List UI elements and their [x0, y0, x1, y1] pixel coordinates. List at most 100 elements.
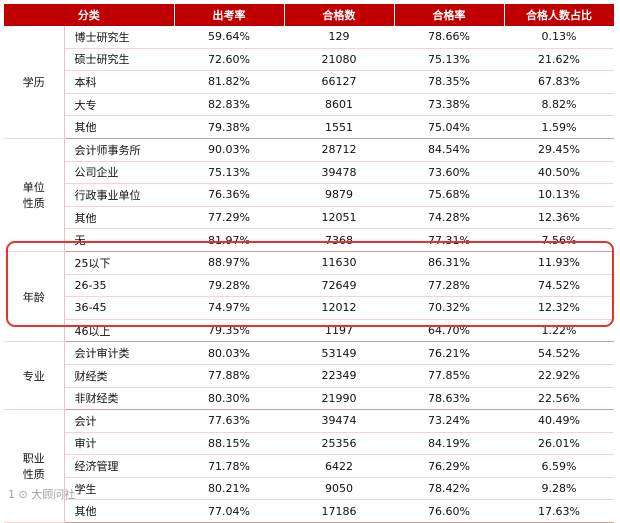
- pass-count-cell: 129: [284, 26, 394, 49]
- row-label-cell: 26-35: [64, 274, 174, 298]
- pass-count-cell: 21080: [284, 48, 394, 72]
- attendance-rate-cell: 76.36%: [174, 183, 284, 207]
- pass-rate-cell: 70.32%: [394, 296, 504, 320]
- row-label-cell: 博士研究生: [64, 26, 174, 49]
- pass-rate-cell: 74.28%: [394, 206, 504, 230]
- pass-count-cell: 9050: [284, 477, 394, 501]
- pass-count-cell: 22349: [284, 364, 394, 388]
- attendance-rate-cell: 77.63%: [174, 409, 284, 433]
- category-label: 性质: [22, 468, 45, 482]
- pass-share-cell: 22.92%: [504, 364, 614, 388]
- row-label-cell: 行政事业单位: [64, 183, 174, 207]
- attendance-rate-cell: 77.04%: [174, 499, 284, 523]
- pass-share-cell: 40.50%: [504, 161, 614, 185]
- table-body: 学历 博士研究生 59.64% 129 78.66% 0.13% 硕士研究生 72.60% 21…: [4, 26, 614, 523]
- table-row: 学历 博士研究生 59.64% 129 78.66% 0.13%: [4, 26, 614, 139]
- row-label-cell: 经济管理: [64, 454, 174, 478]
- table-row: 单位 性质 会计师事务所 90.03% 28712 84.54% 29.45%: [4, 138, 614, 252]
- pass-rate-cell: 84.19%: [394, 432, 504, 456]
- row-label-cell: 其他: [64, 115, 174, 139]
- table-row: 36-45 74.97% 12012 70.32% 12.32%: [4, 296, 614, 320]
- header-category: 分类: [4, 4, 175, 26]
- pass-share-cell: 40.49%: [504, 409, 614, 433]
- row-label-cell: 审计: [64, 432, 174, 456]
- header-pass-count: 合格数: [284, 4, 395, 26]
- row-label-cell: 36-45: [64, 296, 174, 320]
- pass-count-cell: 12051: [284, 206, 394, 230]
- table-row: 26-35 79.28% 72649 77.28% 74.52%: [4, 274, 614, 298]
- row-label-cell: 其他: [64, 499, 174, 523]
- pass-rate-cell: 76.21%: [394, 341, 504, 365]
- pass-count-cell: 9879: [284, 183, 394, 207]
- table-row: 学生 80.21% 9050 78.42% 9.28%: [4, 477, 614, 501]
- pass-count-cell: 8601: [284, 93, 394, 117]
- row-label-cell: 本科: [64, 70, 174, 94]
- category-label: 单位: [22, 180, 45, 194]
- pass-share-cell: 26.01%: [504, 432, 614, 456]
- pass-share-cell: 29.45%: [504, 138, 614, 162]
- pass-rate-cell: 76.60%: [394, 499, 504, 523]
- row-label-cell: 会计师事务所: [64, 138, 174, 162]
- pass-rate-cell: 78.35%: [394, 70, 504, 94]
- pass-share-cell: 11.93%: [504, 251, 614, 275]
- category-cell: 学历: [4, 26, 65, 139]
- pass-rate-cell: 84.54%: [394, 138, 504, 162]
- attendance-rate-cell: 79.28%: [174, 274, 284, 298]
- pass-count-cell: 1197: [284, 319, 394, 343]
- pass-rate-cell: 78.63%: [394, 387, 504, 411]
- table-row: 年龄 25以下 88.97% 11630 86.31% 11.93%: [4, 251, 614, 343]
- pass-rate-cell: 73.38%: [394, 93, 504, 117]
- table-row: 公司企业 75.13% 39478 73.60% 40.50%: [4, 161, 614, 185]
- attendance-rate-cell: 74.97%: [174, 296, 284, 320]
- attendance-rate-cell: 81.82%: [174, 70, 284, 94]
- row-label-cell: 财经类: [64, 364, 174, 388]
- pass-share-cell: 1.59%: [504, 115, 614, 139]
- attendance-rate-cell: 82.83%: [174, 93, 284, 117]
- table-row: 硕士研究生 72.60% 21080 75.13% 21.62%: [4, 48, 614, 72]
- attendance-rate-cell: 90.03%: [174, 138, 284, 162]
- row-label-cell: 大专: [64, 93, 174, 117]
- category-label: 年龄: [22, 290, 45, 304]
- pass-share-cell: 54.52%: [504, 341, 614, 365]
- table-row: 经济管理 71.78% 6422 76.29% 6.59%: [4, 454, 614, 478]
- pass-share-cell: 12.36%: [504, 206, 614, 230]
- pass-count-cell: 39478: [284, 161, 394, 185]
- pass-share-cell: 74.52%: [504, 274, 614, 298]
- pass-rate-cell: 77.31%: [394, 228, 504, 252]
- pass-share-cell: 6.59%: [504, 454, 614, 478]
- row-label-cell: 会计审计类: [64, 341, 174, 365]
- pass-share-cell: 22.56%: [504, 387, 614, 411]
- pass-rate-cell: 75.68%: [394, 183, 504, 207]
- pass-count-cell: 12012: [284, 296, 394, 320]
- pass-rate-cell: 78.66%: [394, 26, 504, 49]
- attendance-rate-cell: 79.38%: [174, 115, 284, 139]
- category-label: 职业: [22, 452, 45, 466]
- pass-count-cell: 72649: [284, 274, 394, 298]
- pass-count-cell: 21990: [284, 387, 394, 411]
- attendance-rate-cell: 80.21%: [174, 477, 284, 501]
- pass-count-cell: 7368: [284, 228, 394, 252]
- table-row: 审计 88.15% 25356 84.19% 26.01%: [4, 432, 614, 456]
- row-label-cell: 46以上: [64, 319, 174, 343]
- pass-rate-cell: 75.13%: [394, 48, 504, 72]
- pass-count-cell: 1551: [284, 115, 394, 139]
- row-label-cell: 无: [64, 228, 174, 252]
- row-label-cell: 会计: [64, 409, 174, 433]
- pass-rate-cell: 64.70%: [394, 319, 504, 343]
- table-row: 职业 性质 会计 77.63% 39474 73.24% 40.49%: [4, 409, 614, 523]
- pass-count-cell: 53149: [284, 341, 394, 365]
- pass-rate-cell: 86.31%: [394, 251, 504, 275]
- row-label-cell: 硕士研究生: [64, 48, 174, 72]
- pass-share-cell: 8.82%: [504, 93, 614, 117]
- pass-share-cell: 17.63%: [504, 499, 614, 523]
- pass-share-cell: 10.13%: [504, 183, 614, 207]
- header-row: 分类 出考率 合格数 合格率 合格人数占比: [4, 4, 615, 26]
- attendance-rate-cell: 59.64%: [174, 26, 284, 49]
- stats-table: 分类 出考率 合格数 合格率 合格人数占比 学历 博士研究生 59.64% 129 78…: [4, 4, 615, 523]
- row-label-cell: 学生: [64, 477, 174, 501]
- attendance-rate-cell: 79.35%: [174, 319, 284, 343]
- table-row: 其他 77.04% 17186 76.60% 17.63%: [4, 499, 614, 523]
- table-row: 其他 77.29% 12051 74.28% 12.36%: [4, 206, 614, 230]
- category-cell: 单位 性质: [4, 138, 65, 252]
- pass-count-cell: 11630: [284, 251, 394, 275]
